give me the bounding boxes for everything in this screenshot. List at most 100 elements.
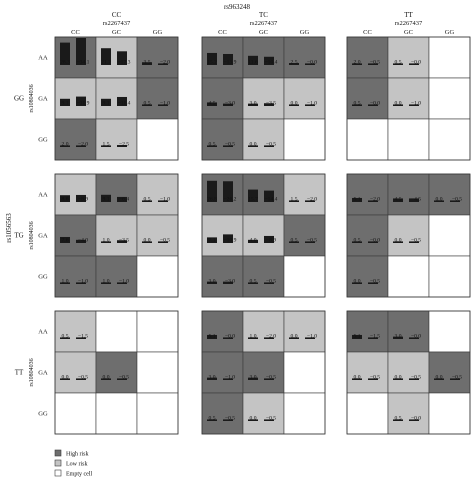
bar-value-label: −4.5 [411,197,421,203]
bar [409,104,419,106]
inner-row-label: GG [38,137,48,144]
bar [368,200,378,202]
grid-cell [387,36,430,79]
bar [101,145,111,147]
bar-value-label: 15.2 [207,60,217,66]
row-group-label: GG [14,95,24,103]
grid-cell [136,36,179,79]
grid-cell [283,173,326,216]
bar-value-label: 3.0 [250,375,257,381]
inner-row-label: GA [38,96,48,103]
col-group-code: CC [112,11,122,19]
grid-cell [95,118,138,161]
bar [76,194,86,202]
legend-label: High risk [66,452,89,458]
bar [248,239,258,243]
bar-value-label: 0.5 [62,334,69,340]
bar [368,378,378,380]
bar [305,337,315,339]
col-group-var-label: rs2267437 [250,20,278,27]
col-group-code: TT [404,11,413,19]
bar [223,234,233,243]
inner-row-var-label: rs10804036 [29,84,35,112]
bar [142,62,152,65]
bar [289,337,299,339]
bar [352,282,362,284]
bar-value-label: 0.0 [62,375,69,381]
bar [248,419,258,421]
panel: 26.8 −26.2 15.7 −14.4 1.5 −2.0 7.1 −10.9 4.0 −8.9… [201,173,326,298]
bar-value-label: −0.0 [370,238,380,244]
bar [60,378,70,380]
bar [117,282,127,284]
bar-value-label: 0.0 [291,101,298,107]
bar-value-label: 3.0 [209,279,216,285]
grid-cell [54,255,97,298]
legend-label: Low risk [66,462,88,468]
inner-col-label: GG [300,29,310,36]
bar [393,198,403,202]
bar-value-label: −1.5 [78,334,88,340]
bar [207,180,217,202]
grid-cell [201,77,244,120]
grid-cell [136,214,179,257]
bar-value-label: −0.5 [411,238,421,244]
bar [142,241,152,243]
chart-top-title: rs963248 [224,3,251,11]
grid-cell [428,392,471,435]
bar-value-label: 0.0 [144,238,151,244]
inner-row-label: AA [38,192,48,199]
panel-border [346,173,471,298]
inner-col-label: GG [153,29,163,36]
bar [60,236,70,243]
bar [117,196,127,202]
bar [207,334,217,339]
grid-cell [346,173,389,216]
grid-cell [95,173,138,216]
grid-cell [346,36,389,79]
bar-value-label: −0.5 [225,416,235,422]
bar [76,145,86,147]
bar [289,63,299,65]
bar [393,241,403,243]
bar-value-label: 4.5 [395,197,402,203]
bar-value-label: −14.4 [265,197,278,203]
bar [76,337,86,339]
bar [76,282,86,284]
bar-value-label: −0.5 [78,375,88,381]
bar [434,200,444,202]
bar [60,98,70,106]
inner-col-label: GC [259,29,268,36]
bar-value-label: −0.5 [266,416,276,422]
bar-value-label: 0.0 [395,375,402,381]
bar [305,200,315,202]
grid-cell [136,173,179,216]
bar-value-label: −1.0 [160,197,170,203]
grid-cell [242,214,285,257]
bar [352,104,362,106]
grid-cell [95,392,138,435]
bar-value-label: −0.5 [266,279,276,285]
grid-cell [136,77,179,120]
grid-cell [428,214,471,257]
bar-value-label: 5.1 [354,334,361,340]
inner-row-label: GA [38,233,48,240]
bar [248,377,258,380]
inner-row-label: AA [38,55,48,62]
bar-value-label: −26.2 [224,197,237,203]
panel-border [346,310,471,435]
bar-value-label: −1.0 [78,279,88,285]
bar-value-label: 1.5 [291,197,298,203]
bar [60,337,70,339]
bar [352,241,362,243]
bar-value-label: −1.0 [307,101,317,107]
bar-value-label: 0.0 [103,375,110,381]
bar-value-label: 5.1 [209,334,216,340]
bar-value-label: 3.0 [250,101,257,107]
bar [289,104,299,106]
bar [101,241,111,243]
bar-value-label: 4.0 [250,238,257,244]
grid-cell [387,310,430,353]
bar-value-label: −0.5 [266,142,276,148]
